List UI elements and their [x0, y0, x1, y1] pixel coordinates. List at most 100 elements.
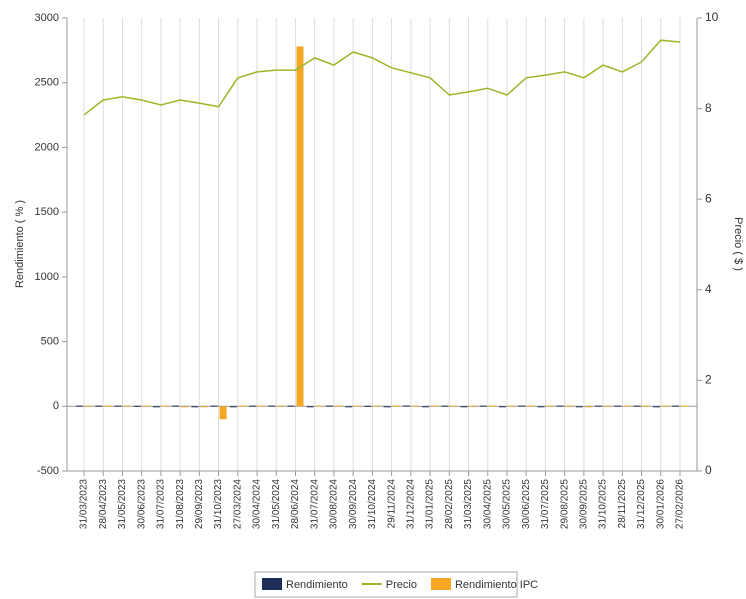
bar	[133, 405, 141, 407]
legend-box	[254, 571, 518, 598]
bar	[518, 405, 526, 407]
bar	[652, 406, 660, 408]
x-tick-label: 31/08/2023	[175, 479, 186, 529]
bar	[296, 46, 304, 407]
x-tick-label: 30/08/2024	[329, 479, 340, 529]
legend-label: Rendimiento	[286, 579, 348, 591]
bar	[152, 406, 160, 408]
x-tick-label: 27/02/2026	[675, 479, 686, 529]
bar	[595, 405, 603, 407]
bar	[575, 406, 583, 408]
bar	[114, 405, 122, 407]
bar	[565, 405, 573, 407]
bar	[402, 405, 410, 407]
bar	[373, 405, 381, 407]
legend-label: Precio	[386, 579, 417, 591]
y-tick-label: 3000	[35, 12, 59, 24]
bar	[681, 405, 688, 407]
bar	[277, 405, 285, 407]
bar	[431, 405, 439, 407]
y-axis-title: Rendimiento ( % )	[14, 200, 26, 288]
x-tick-label: 30/04/2025	[482, 479, 493, 529]
bar	[334, 405, 342, 407]
x-tick-label: 30/09/2025	[579, 479, 590, 529]
x-tick-label: 31/10/2024	[367, 479, 378, 529]
y-tick-label: -500	[37, 465, 59, 477]
bar	[488, 405, 496, 407]
y2-tick-label: 4	[705, 282, 712, 296]
y2-tick-label: 2	[705, 373, 712, 387]
bar	[200, 406, 208, 408]
x-tick-label: 28/02/2025	[444, 479, 455, 529]
bar	[142, 405, 150, 407]
bar	[411, 405, 419, 407]
bar	[546, 405, 554, 407]
bar	[85, 405, 92, 407]
bar	[104, 405, 112, 407]
x-tick-label: 31/01/2025	[425, 479, 436, 529]
price-line	[83, 39, 681, 116]
x-tick-label: 29/09/2023	[194, 479, 205, 529]
bar	[527, 405, 535, 407]
y-tick-label: 1000	[35, 271, 59, 283]
bar	[556, 405, 564, 407]
bar	[161, 405, 169, 407]
x-tick-label: 30/01/2026	[655, 479, 666, 529]
y-tick-label: 2500	[35, 77, 59, 89]
x-tick-label: 31/12/2025	[636, 479, 647, 529]
bar	[95, 405, 103, 407]
bar	[258, 405, 266, 407]
bar	[315, 405, 323, 407]
legend-swatch	[430, 578, 451, 590]
x-tick-label: 30/06/2023	[136, 479, 147, 529]
x-tick-label: 28/06/2024	[290, 479, 301, 529]
x-tick-label: 31/03/2023	[79, 479, 90, 529]
legend: Rendimiento Precio Rendimiento IPC	[254, 571, 538, 598]
bar	[479, 405, 487, 407]
x-tick-label: 31/10/2025	[598, 479, 609, 529]
x-tick-label: 31/07/2024	[309, 479, 320, 529]
bar	[441, 405, 449, 407]
bar	[469, 405, 477, 407]
y-tick-label: 0	[53, 400, 59, 412]
y-tick-label: 1500	[35, 206, 59, 218]
bar	[123, 405, 131, 407]
x-tick-label: 28/04/2023	[98, 479, 109, 529]
x-tick-label: 31/07/2023	[156, 479, 167, 529]
bar	[672, 405, 679, 407]
x-tick-label: 31/05/2023	[117, 479, 128, 529]
bar	[238, 405, 246, 407]
bar	[623, 405, 631, 407]
bar	[507, 405, 515, 407]
bar	[219, 406, 227, 420]
bar	[325, 405, 333, 407]
y-tick-label: 500	[41, 335, 59, 347]
bar	[249, 405, 257, 407]
bar	[229, 406, 237, 408]
y2-tick-label: 6	[705, 191, 712, 205]
bar	[661, 405, 669, 407]
x-tick-label: 27/03/2024	[232, 479, 243, 529]
y2-tick-label: 8	[705, 101, 712, 115]
bar	[210, 405, 218, 407]
bar	[392, 405, 400, 407]
y2-tick-label: 10	[705, 10, 719, 24]
x-tick-label: 30/09/2024	[348, 479, 359, 529]
bar	[287, 405, 295, 407]
bar	[306, 406, 314, 408]
y2-axis-title: Precio ( $ )	[732, 217, 744, 271]
x-tick-label: 29/08/2025	[559, 479, 570, 529]
y2-tick-label: 0	[705, 463, 712, 477]
y-tick-label: 2000	[35, 141, 59, 153]
x-tick-label: 30/05/2025	[502, 479, 513, 529]
x-tick-label: 31/12/2024	[405, 479, 416, 529]
bar	[354, 405, 362, 407]
x-tick-label: 29/11/2024	[386, 479, 397, 529]
bar	[422, 406, 430, 408]
bar	[268, 405, 276, 407]
bar	[383, 406, 391, 408]
bar	[172, 405, 180, 407]
bar	[498, 406, 506, 408]
bar	[191, 406, 199, 408]
